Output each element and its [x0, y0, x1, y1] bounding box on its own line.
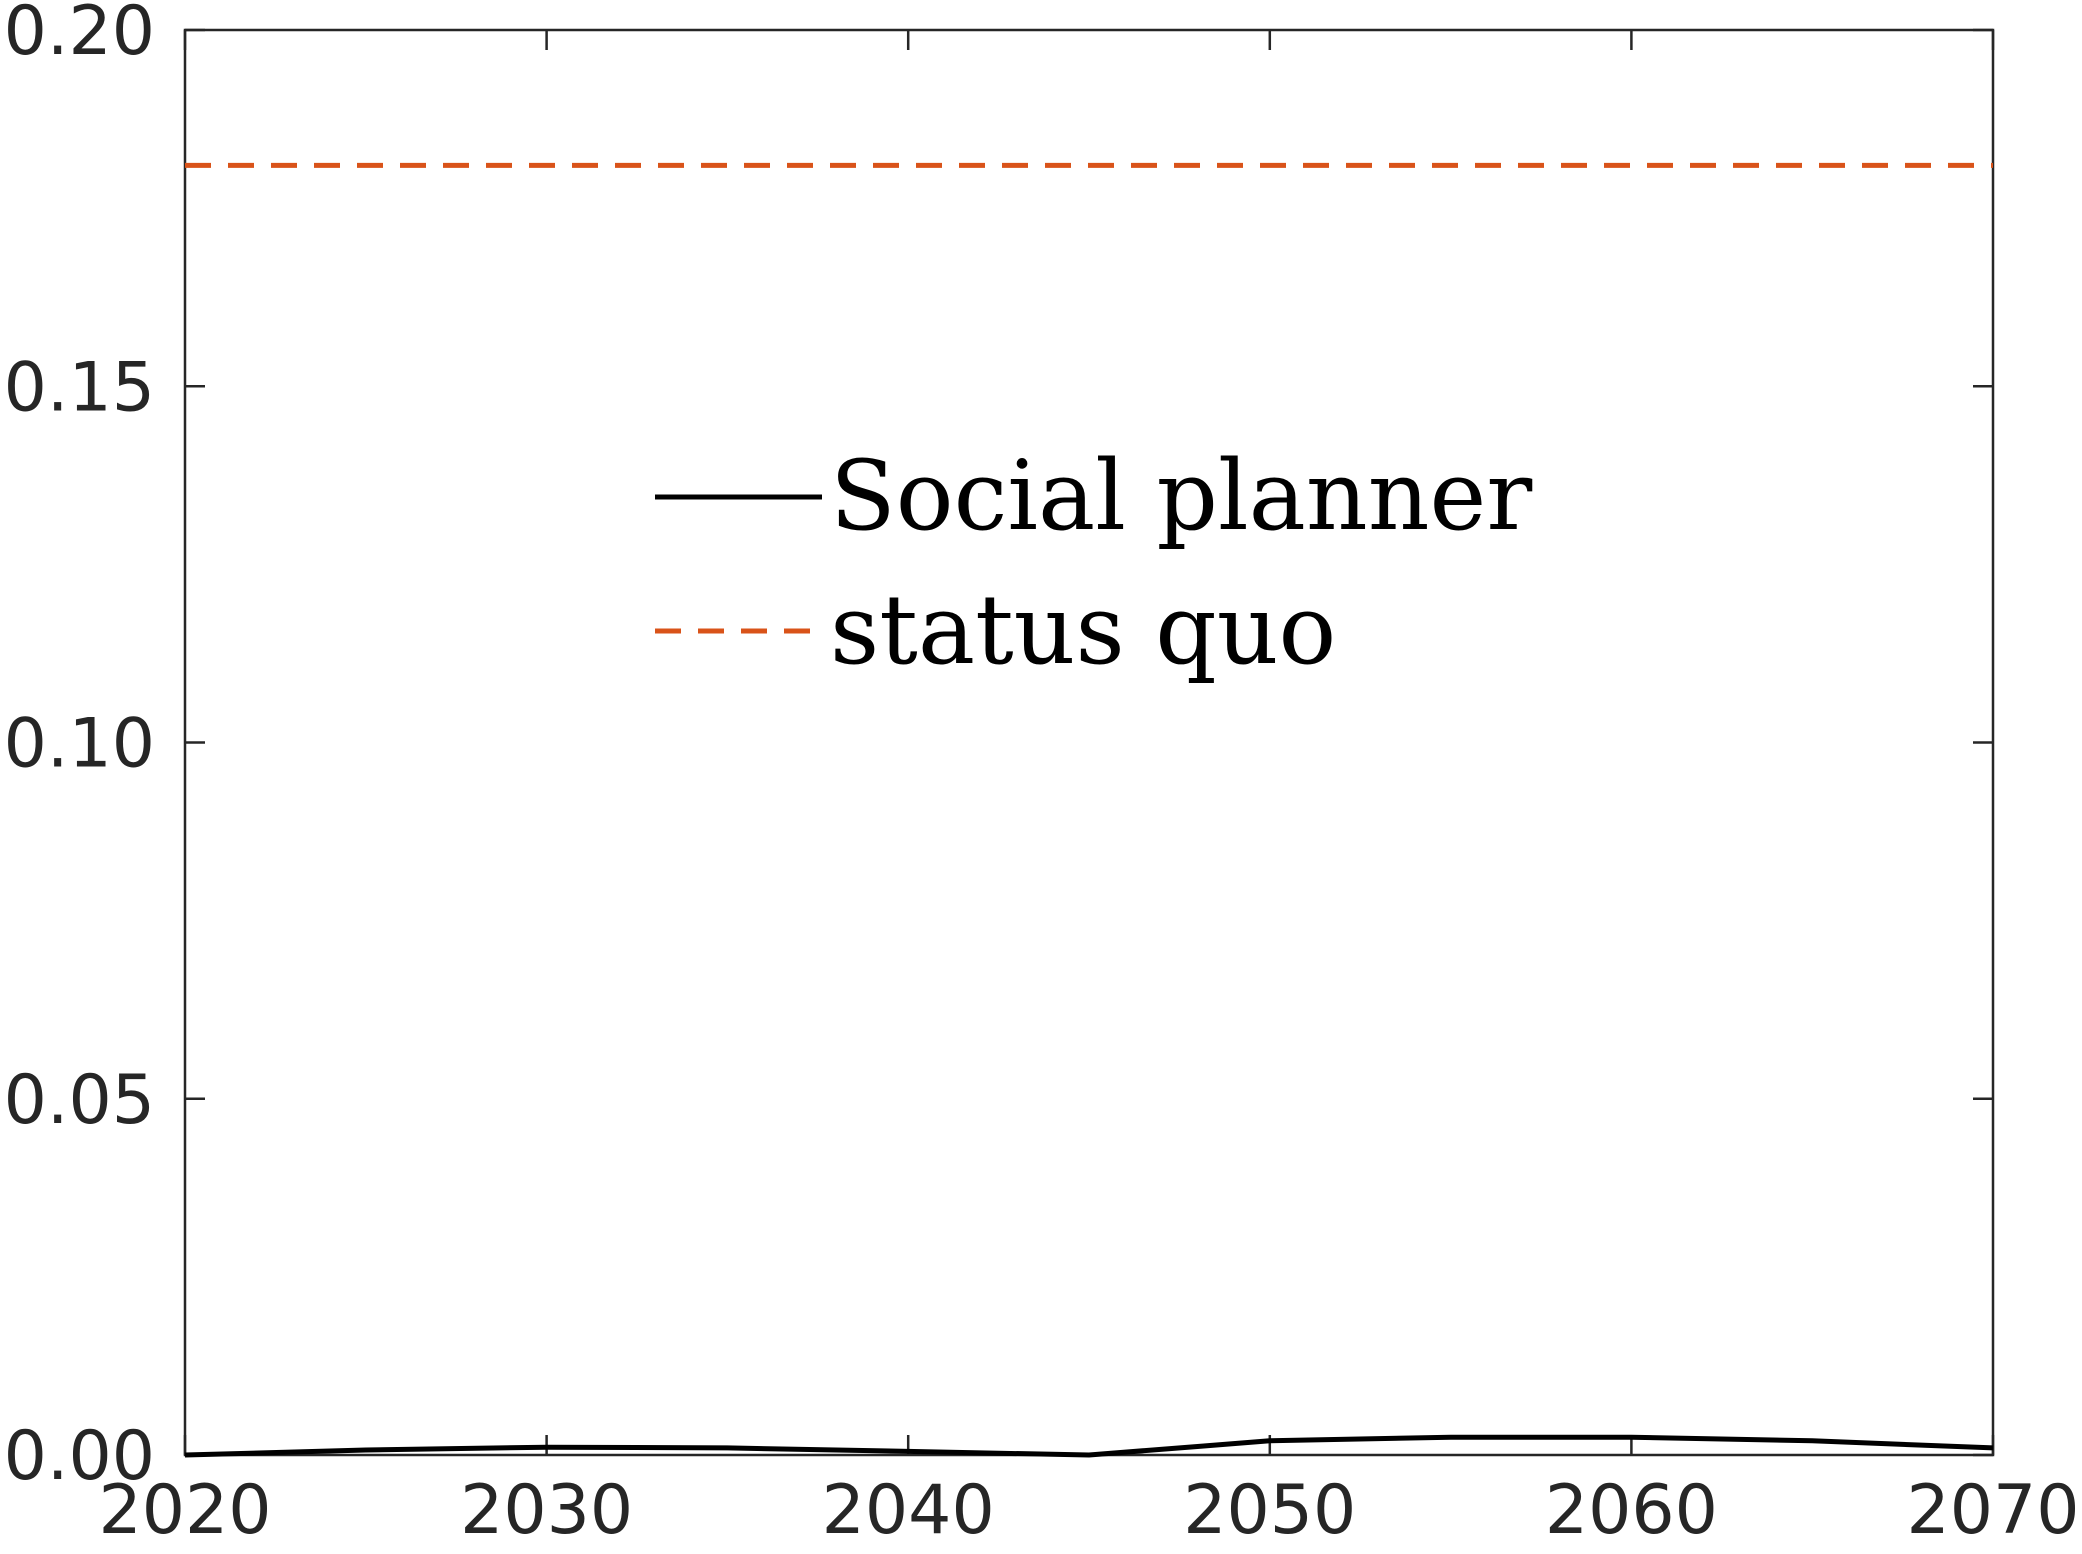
x-tick-label: 2030 — [460, 1471, 633, 1550]
y-tick-label: 0.20 — [4, 0, 155, 71]
series-layer — [184, 162, 1994, 1458]
x-tick-label: 2070 — [1906, 1471, 2079, 1550]
x-tick-label: 2040 — [822, 1471, 995, 1550]
x-axis: 2020 2030 2040 2050 2060 2070 — [98, 30, 2080, 1550]
y-tick-label: 0.15 — [4, 348, 155, 427]
y-tick-label: 0.10 — [4, 705, 155, 784]
legend-label: status quo — [830, 574, 1336, 686]
legend: Social planner status quo — [655, 440, 1532, 686]
x-tick-label: 2020 — [98, 1471, 271, 1550]
y-tick-label: 0.00 — [4, 1417, 155, 1496]
x-tick-label: 2050 — [1183, 1471, 1356, 1550]
x-tick-label: 2060 — [1545, 1471, 1718, 1550]
y-tick-label: 0.05 — [4, 1061, 155, 1140]
plot-area — [183, 28, 1995, 1457]
plot-frame — [183, 28, 1995, 1457]
legend-label: Social planner — [830, 440, 1532, 552]
y-axis: 0.00 0.05 0.10 0.15 0.20 — [4, 0, 1993, 1496]
series-line-social-planner — [184, 1434, 1994, 1458]
